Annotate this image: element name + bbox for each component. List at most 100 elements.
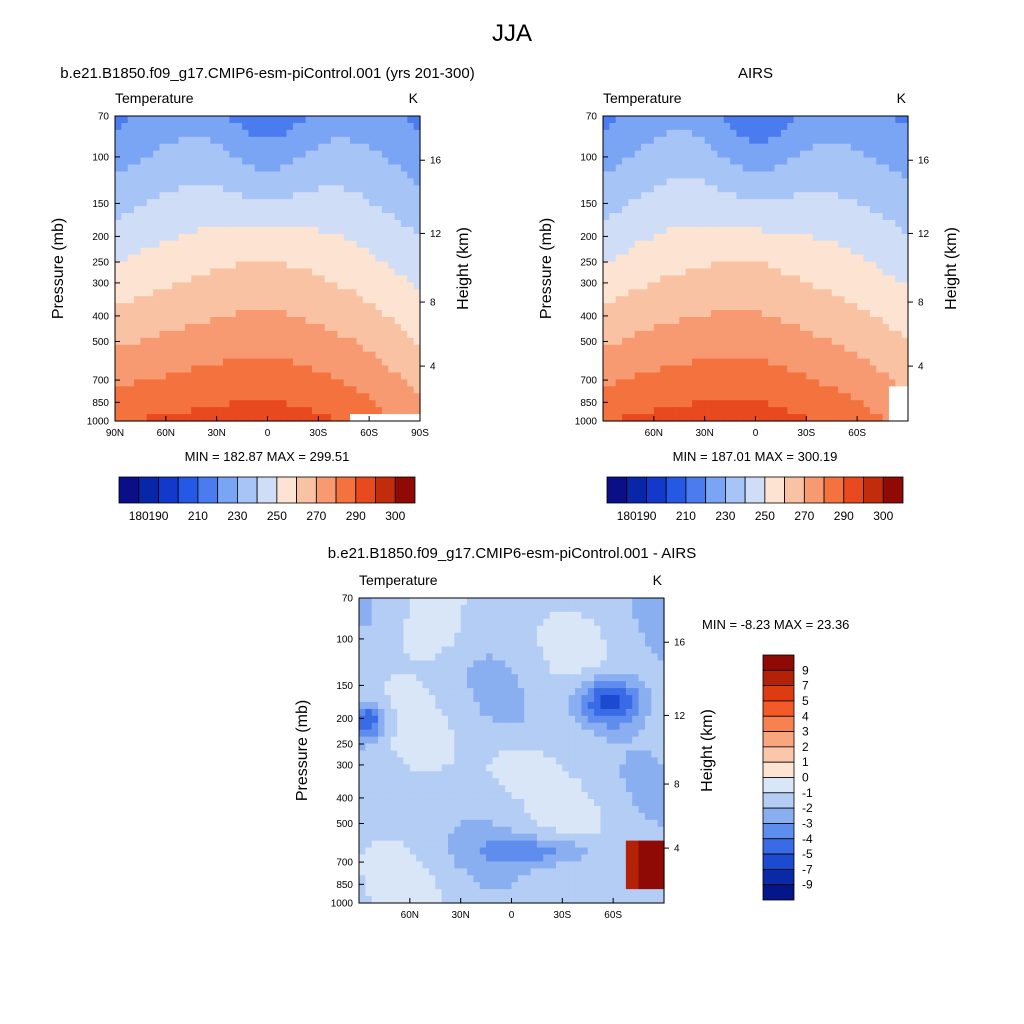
contour-cell xyxy=(146,351,154,360)
contour-cell xyxy=(197,344,205,353)
contour-cell xyxy=(615,261,623,270)
contour-cell xyxy=(844,268,852,277)
contour-cell xyxy=(441,611,449,620)
contour-cell xyxy=(831,150,839,159)
contour-cell xyxy=(730,192,738,200)
contour-cell xyxy=(672,171,680,179)
contour-cell xyxy=(184,150,192,159)
contour-cell xyxy=(390,598,398,606)
contour-cell xyxy=(819,365,826,374)
contour-cell xyxy=(838,240,846,249)
contour-cell xyxy=(356,275,364,283)
contour-cell xyxy=(799,219,807,228)
contour-cell xyxy=(555,660,563,668)
contour-cell xyxy=(165,407,173,415)
contour-cell xyxy=(787,129,795,138)
contour-cell xyxy=(318,254,326,263)
contour-cell xyxy=(755,358,763,367)
contour-cell xyxy=(562,618,570,627)
contour-cell xyxy=(146,268,154,277)
contour-cell xyxy=(394,247,402,256)
contour-cell xyxy=(261,372,269,381)
contour-cell xyxy=(603,372,610,381)
contour-cell xyxy=(280,393,288,401)
contour-cell xyxy=(486,625,494,634)
contour-cell xyxy=(286,219,294,228)
contour-cell xyxy=(254,122,262,131)
contour-cell xyxy=(653,365,661,374)
contour-cell xyxy=(609,351,617,360)
contour-cell xyxy=(127,206,135,214)
contour-cell xyxy=(318,289,326,297)
contour-cell xyxy=(717,282,725,290)
contour-cell xyxy=(831,199,839,207)
contour-cell xyxy=(292,358,300,367)
contour-cell xyxy=(311,330,319,339)
contour-cell xyxy=(812,199,820,207)
contour-cell xyxy=(717,337,725,346)
contour-cell xyxy=(653,351,661,360)
contour-cell xyxy=(888,143,896,152)
contour-cell xyxy=(235,289,243,297)
contour-cell xyxy=(641,199,649,207)
contour-cell xyxy=(831,247,839,256)
contour-cell xyxy=(172,393,180,401)
contour-cell xyxy=(723,414,731,422)
contour-cell xyxy=(888,185,896,193)
contour-cell xyxy=(324,275,332,283)
contour-cell xyxy=(749,219,757,228)
contour-cell xyxy=(381,178,389,186)
contour-cell xyxy=(524,653,532,661)
contour-cell xyxy=(369,289,377,297)
contour-cell xyxy=(203,247,211,256)
contour-cell xyxy=(229,414,237,422)
contour-cell xyxy=(653,386,661,394)
contour-cell xyxy=(543,646,551,655)
contour-cell xyxy=(381,122,389,131)
contour-cell xyxy=(178,400,186,408)
contour-cell xyxy=(254,240,262,249)
contour-cell xyxy=(812,303,820,311)
contour-cell xyxy=(644,604,652,613)
contour-cell xyxy=(863,351,871,360)
contour-cell xyxy=(286,400,294,408)
contour-cell xyxy=(749,351,757,360)
contour-cell xyxy=(146,150,154,159)
contour-cell xyxy=(115,261,122,270)
contour-cell xyxy=(153,192,161,200)
contour-cell xyxy=(115,226,122,235)
contour-cell xyxy=(666,337,674,346)
contour-cell xyxy=(356,122,364,131)
contour-cell xyxy=(305,136,313,145)
contour-cell xyxy=(331,323,338,332)
contour-cell xyxy=(305,213,313,221)
contour-cell xyxy=(625,611,633,620)
contour-cell xyxy=(350,164,358,173)
contour-cell xyxy=(375,303,383,311)
contour-cell xyxy=(787,261,795,270)
contour-cell xyxy=(369,199,377,207)
contour-cell xyxy=(146,358,154,367)
y2-axis-title: Height (km) xyxy=(943,227,960,310)
contour-cell xyxy=(850,296,858,304)
contour-cell xyxy=(819,379,826,387)
contour-cell xyxy=(337,323,345,332)
contour-cell xyxy=(806,233,814,242)
contour-cell xyxy=(575,681,582,689)
contour-cell xyxy=(517,611,525,620)
contour-cell xyxy=(812,289,820,297)
contour-cell xyxy=(742,226,750,235)
contour-cell xyxy=(793,330,801,339)
contour-cell xyxy=(736,344,744,353)
contour-cell xyxy=(622,122,630,131)
contour-cell xyxy=(505,674,513,682)
contour-cell xyxy=(331,289,338,297)
contour-cell xyxy=(768,282,776,290)
contour-cell xyxy=(780,213,788,221)
contour-cell xyxy=(216,206,224,214)
contour-cell xyxy=(653,372,661,381)
contour-cell xyxy=(685,289,693,297)
contour-cell xyxy=(869,219,877,228)
contour-cell xyxy=(242,379,250,387)
contour-cell xyxy=(486,646,494,655)
